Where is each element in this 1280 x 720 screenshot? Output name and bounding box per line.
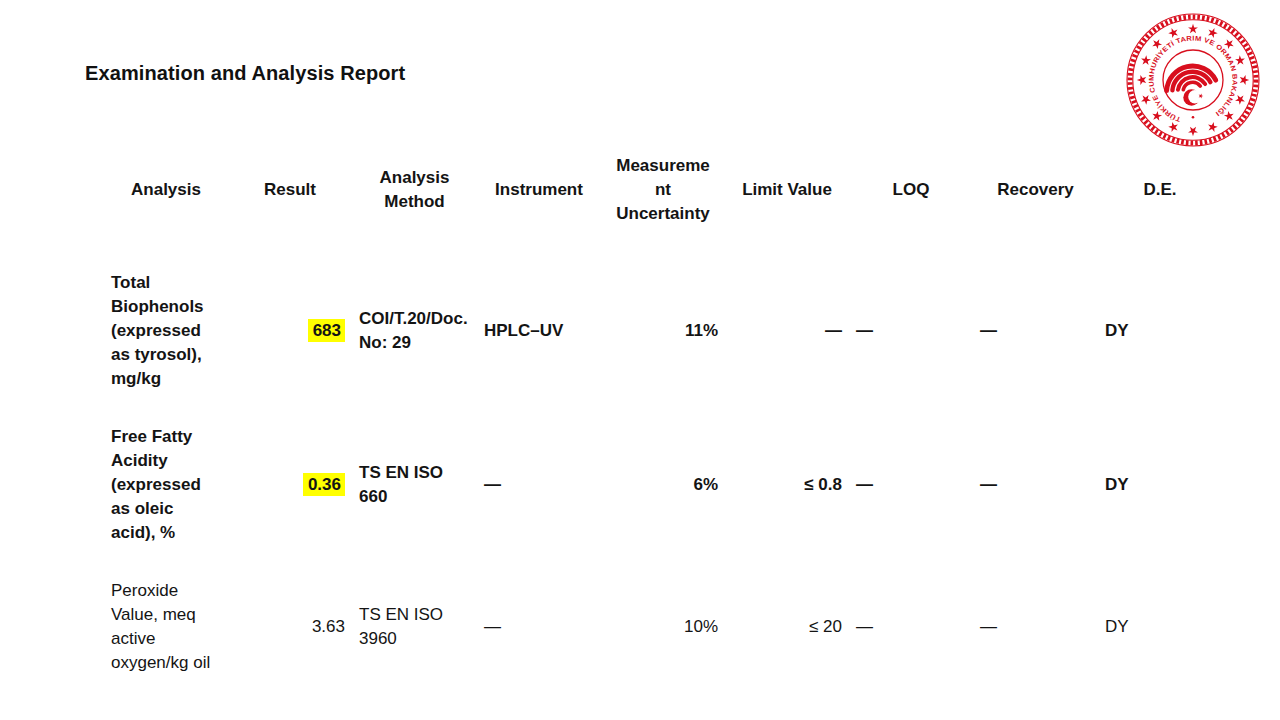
recovery-cell: — xyxy=(973,240,1098,422)
limit-value-cell: — xyxy=(725,240,849,422)
seal-wave-emblem-icon xyxy=(1163,61,1217,93)
loq-cell: — xyxy=(849,240,973,422)
col-header-analysis-method: Analysis Method xyxy=(352,140,477,240)
limit-value-cell: ≤ 20 xyxy=(725,548,849,706)
result-cell: 683 xyxy=(228,240,352,422)
col-header-limit-value: Limit Value xyxy=(725,140,849,240)
loq-cell: — xyxy=(849,548,973,706)
col-header-loq: LOQ xyxy=(849,140,973,240)
recovery-cell: — xyxy=(973,422,1098,548)
de-cell: DY xyxy=(1098,422,1222,548)
col-header-de: D.E. xyxy=(1098,140,1222,240)
limit-value-cell: ≤ 0.8 xyxy=(725,422,849,548)
result-highlight: 0.36 xyxy=(303,473,345,496)
col-header-analysis: Analysis xyxy=(104,140,228,240)
analysis-cell: Total Biophenols (expressed as tyrosol),… xyxy=(104,240,228,422)
method-cell: TS EN ISO 3960 xyxy=(352,548,477,706)
uncertainty-cell: 11% xyxy=(601,240,725,422)
result-highlight: 683 xyxy=(308,319,345,342)
seal-crescent-star-icon xyxy=(1183,89,1204,105)
page: { "page": { "title": "Examination and An… xyxy=(0,0,1280,720)
header-row: Analysis Result Analysis Method Instrume… xyxy=(104,140,1222,240)
method-cell: TS EN ISO 660 xyxy=(352,422,477,548)
analysis-cell: Free Fatty Acidity (expressed as oleic a… xyxy=(104,422,228,548)
de-cell: DY xyxy=(1098,240,1222,422)
col-header-recovery: Recovery xyxy=(973,140,1098,240)
uncertainty-cell: 6% xyxy=(601,422,725,548)
loq-cell: — xyxy=(849,422,973,548)
analysis-cell: Peroxide Value, meq active oxygen/kg oil xyxy=(104,548,228,706)
uncertainty-cell: 10% xyxy=(601,548,725,706)
table-row-total-biophenols: Total Biophenols (expressed as tyrosol),… xyxy=(104,240,1222,422)
result-cell: 3.63 xyxy=(228,548,352,706)
seal-rope-ring-icon xyxy=(1127,14,1259,146)
recovery-cell: — xyxy=(973,548,1098,706)
method-cell: COI/T.20/Doc. No: 29 xyxy=(352,240,477,422)
instrument-cell: — xyxy=(477,422,601,548)
table-row-peroxide-value: Peroxide Value, meq active oxygen/kg oil… xyxy=(104,548,1222,706)
report-table: Analysis Result Analysis Method Instrume… xyxy=(104,140,1222,706)
col-header-result: Result xyxy=(228,140,352,240)
seal-separator-dot-icon xyxy=(1192,116,1195,119)
ministry-seal-icon: TÜRKİYE CUMHURİYETİ TARIM VE ORMAN BAKAN… xyxy=(1126,13,1260,147)
result-cell: 0.36 xyxy=(228,422,352,548)
page-title: Examination and Analysis Report xyxy=(85,62,405,85)
col-header-instrument: Instrument xyxy=(477,140,601,240)
table-row-free-fatty-acidity: Free Fatty Acidity (expressed as oleic a… xyxy=(104,422,1222,548)
instrument-cell: — xyxy=(477,548,601,706)
col-header-measurement-uncertainty: Measurement Uncertainty xyxy=(601,140,725,240)
instrument-cell: HPLC–UV xyxy=(477,240,601,422)
de-cell: DY xyxy=(1098,548,1222,706)
